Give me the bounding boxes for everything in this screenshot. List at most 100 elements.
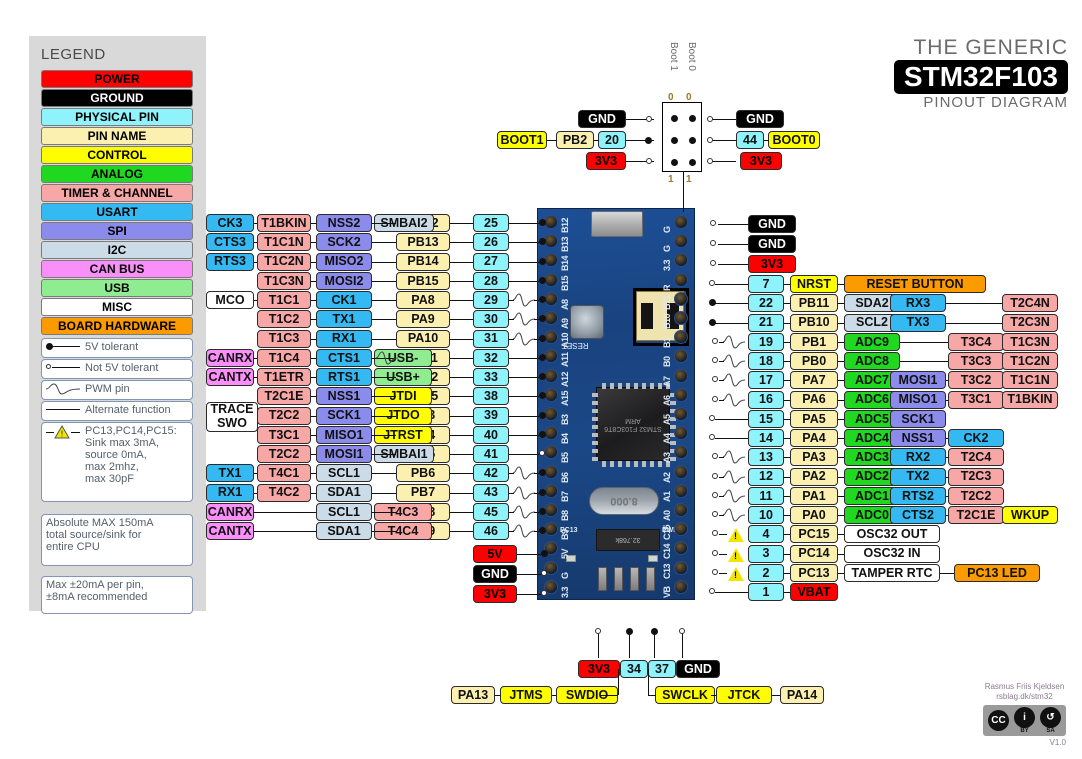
connector-line bbox=[372, 415, 374, 417]
connector-line bbox=[838, 418, 844, 420]
5v-tolerant-icon bbox=[539, 507, 546, 515]
connector-line bbox=[838, 284, 844, 285]
silkscreen-label: B4 bbox=[560, 433, 570, 445]
legend-warning-line: source 0mA, bbox=[85, 449, 147, 461]
right-pin-number: 21 bbox=[748, 313, 784, 332]
crystal-32khz: 32.768k bbox=[596, 529, 660, 551]
connector-line bbox=[626, 119, 654, 120]
right-pin-number: 13 bbox=[748, 448, 784, 467]
connector-line bbox=[598, 632, 599, 658]
board-pad bbox=[674, 483, 688, 498]
left-pin-func1: SCL1 bbox=[316, 464, 372, 483]
pwm-wave-icon bbox=[513, 293, 535, 307]
connector-line bbox=[838, 361, 844, 362]
left-pin-func1: SCL1 bbox=[316, 502, 372, 521]
boot-jumper-header[interactable] bbox=[662, 102, 702, 172]
right-pin-number: 11 bbox=[748, 486, 784, 505]
right-pin-func4: T2C4N bbox=[1002, 294, 1058, 313]
connector-line bbox=[719, 495, 724, 497]
not-5v-tolerant-icon bbox=[709, 434, 715, 440]
connector-line bbox=[715, 592, 748, 593]
title-line2: STM32F103 bbox=[893, 60, 1068, 94]
silkscreen-label: G bbox=[662, 245, 672, 253]
board-pad bbox=[544, 464, 558, 479]
left-pin-func3: T1C2N bbox=[257, 252, 311, 271]
connector-line bbox=[509, 261, 540, 263]
right-pin-func1: SDA2 bbox=[844, 294, 900, 313]
right-pin-name: NRST bbox=[790, 275, 838, 293]
pc13-silkscreen: PC13 bbox=[560, 527, 578, 534]
board-pad bbox=[544, 253, 558, 268]
connector-line bbox=[372, 454, 374, 455]
swd-header-hardware[interactable] bbox=[598, 567, 656, 591]
connector-line bbox=[509, 531, 514, 532]
silkscreen-label: B9 bbox=[560, 529, 570, 541]
not-5v-tolerant-icon bbox=[712, 511, 718, 517]
pwm-wave-icon bbox=[376, 351, 398, 365]
right-pin-number: 2 bbox=[748, 563, 784, 582]
boot0-top-value: 0 bbox=[686, 92, 692, 103]
legend-swatch-analog: ANALOG bbox=[41, 165, 193, 183]
title-line3: PINOUT DIAGRAM bbox=[923, 94, 1068, 111]
connector-line bbox=[372, 223, 396, 224]
connector-line bbox=[372, 396, 396, 398]
left-pin-func3: T1C1 bbox=[257, 291, 311, 309]
right-pin-name: VBAT bbox=[790, 583, 838, 601]
pwm-wave-icon bbox=[723, 450, 745, 464]
pwm-wave-icon bbox=[45, 383, 81, 395]
connector-line bbox=[372, 357, 396, 359]
pwm-wave-icon bbox=[513, 524, 535, 538]
connector-line bbox=[450, 242, 473, 244]
5v-tolerant-icon bbox=[539, 296, 546, 303]
connector-line bbox=[372, 415, 396, 417]
connector-line bbox=[372, 434, 396, 436]
legend-swatch-usart: USART bbox=[41, 203, 193, 221]
boot1-bottom-value: 1 bbox=[668, 174, 674, 185]
connector-line bbox=[450, 473, 473, 475]
reset-button-hardware[interactable] bbox=[570, 305, 604, 339]
connector-line bbox=[626, 140, 654, 141]
connector-line bbox=[552, 695, 556, 696]
connector-line bbox=[372, 223, 374, 224]
boot0-control-node: BOOT0 bbox=[768, 131, 820, 149]
board-pad bbox=[674, 541, 688, 556]
right-pin-name: PA4 bbox=[790, 429, 838, 447]
connector-line bbox=[372, 454, 396, 455]
credits-url: rsblag.dk/stm32 bbox=[996, 692, 1053, 701]
5v-tolerant-icon bbox=[539, 334, 546, 342]
legend-symbol-filled-dot-line-icon: 5V tolerant bbox=[41, 338, 193, 358]
connector-line bbox=[311, 338, 316, 340]
connector-line bbox=[547, 140, 557, 141]
right-pin-number: 17 bbox=[748, 371, 784, 390]
connector-line bbox=[838, 476, 844, 478]
connector-line bbox=[450, 357, 473, 359]
crystal-8mhz: 8.000 bbox=[589, 487, 659, 515]
left-pin-func4: CANRX bbox=[206, 348, 254, 367]
left-power-5v: 5V bbox=[473, 545, 517, 564]
connector-line bbox=[900, 341, 948, 343]
connector-line bbox=[719, 380, 724, 382]
left-pin-func3: T1C3 bbox=[257, 329, 311, 348]
right-pin-func2: MOSI1 bbox=[890, 371, 946, 390]
right-pin-number: 3 bbox=[748, 544, 784, 563]
stm32-blue-pill-board: RESET STM32 F103C8T6 ARM 8.000 32.768k P… bbox=[537, 208, 695, 600]
silkscreen-label: R bbox=[662, 284, 672, 291]
svg-text:!: ! bbox=[61, 430, 63, 439]
connector-line bbox=[509, 454, 540, 455]
silkscreen-label: A2 bbox=[662, 472, 672, 483]
connector-line bbox=[509, 242, 540, 244]
silkscreen-label: B7 bbox=[560, 491, 570, 502]
right-pin-func3: T2C2 bbox=[948, 486, 1004, 505]
usb-connector bbox=[591, 211, 643, 237]
not-5v-tolerant-icon bbox=[712, 376, 718, 383]
connector-line bbox=[719, 515, 724, 516]
right-pin-name: PA7 bbox=[790, 371, 838, 390]
legend-absolute-max-note: Absolute MAX 150mA total source/sink for e… bbox=[41, 514, 193, 566]
left-pin-func4: CANRX bbox=[206, 502, 254, 521]
boot1-column-label: Boot 1 bbox=[668, 42, 679, 71]
legend-swatch-control: CONTROL bbox=[41, 146, 193, 164]
5v-tolerant-icon bbox=[539, 257, 546, 265]
connector-line bbox=[534, 531, 540, 532]
connector-line bbox=[838, 457, 844, 459]
board-pad bbox=[674, 272, 688, 287]
